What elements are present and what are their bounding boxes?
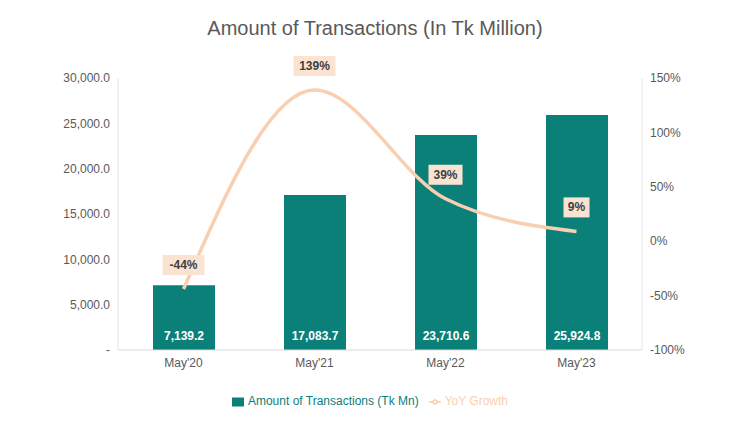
svg-text:25,924.8: 25,924.8 (554, 329, 601, 343)
svg-text:-44%: -44% (169, 258, 197, 272)
svg-text:10,000.0: 10,000.0 (63, 253, 110, 267)
svg-text:25,000.0: 25,000.0 (63, 117, 110, 131)
html-text:Amount of Transactions (In Tk: Amount of Transactions (In Tk Million) (207, 17, 543, 39)
html-text:Amount of Transactions (Tk Mn): Amount of Transactions (Tk Mn) (247, 394, 419, 408)
svg-text:May'23: May'23 (557, 356, 596, 370)
svg-text:-100%: -100% (650, 343, 685, 357)
svg-text:30,000.0: 30,000.0 (63, 71, 110, 85)
svg-text:150%: 150% (650, 71, 681, 85)
svg-text:17,083.7: 17,083.7 (292, 329, 339, 343)
svg-text:5,000.0: 5,000.0 (70, 298, 110, 312)
html-text:YoY Growth: YoY Growth (444, 394, 508, 408)
svg-text:May'20: May'20 (164, 356, 203, 370)
svg-text:20,000.0: 20,000.0 (63, 162, 110, 176)
svg-text:0%: 0% (650, 234, 668, 248)
svg-text:23,710.6: 23,710.6 (423, 329, 470, 343)
svg-text:9%: 9% (568, 200, 586, 214)
svg-text:May'21: May'21 (295, 356, 334, 370)
svg-text:-50%: -50% (650, 289, 678, 303)
svg-text:15,000.0: 15,000.0 (63, 207, 110, 221)
svg-text:May'22: May'22 (426, 356, 465, 370)
svg-text:100%: 100% (650, 126, 681, 140)
svg-text:-: - (106, 343, 110, 357)
svg-text:7,139.2: 7,139.2 (164, 329, 204, 343)
svg-text:50%: 50% (650, 180, 674, 194)
svg-text:139%: 139% (299, 59, 330, 73)
svg-text:39%: 39% (433, 168, 457, 182)
